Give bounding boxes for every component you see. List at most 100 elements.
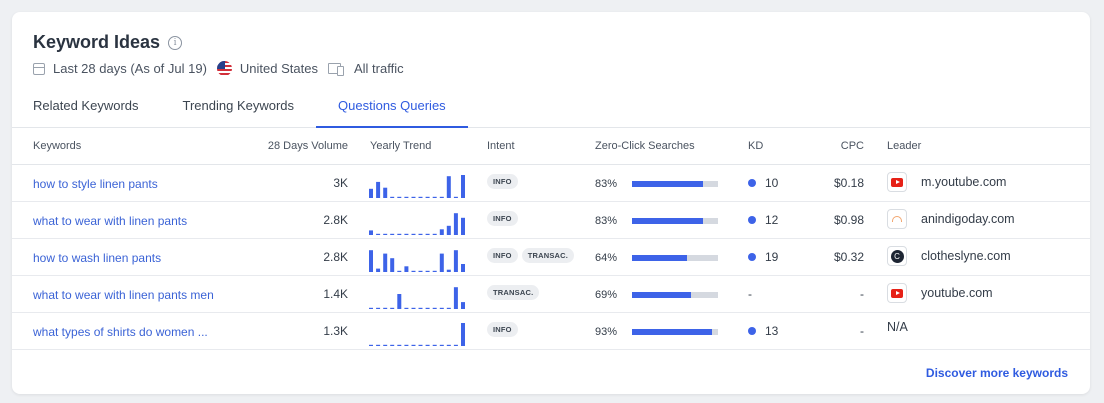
tab-questions-queries[interactable]: Questions Queries <box>316 98 468 128</box>
tab-bar: Related Keywords Trending Keywords Quest… <box>12 98 1090 128</box>
leader-cell[interactable]: anindigoday.com <box>887 209 1015 229</box>
trend-bar <box>439 253 444 272</box>
keyword-ideas-card: Keyword Ideas i Last 28 days (As of Jul … <box>12 12 1090 394</box>
trend-bar <box>418 270 423 272</box>
trend-bar <box>411 270 416 272</box>
trend-bar <box>453 250 458 272</box>
trend-bar <box>461 264 465 272</box>
yearly-trend-chart <box>369 213 465 235</box>
zero-click-fill <box>632 181 704 187</box>
tab-trending-keywords[interactable]: Trending Keywords <box>182 98 295 113</box>
zero-click-fill <box>632 329 712 335</box>
trend-bar <box>411 344 416 346</box>
intent-badge: INFO <box>487 248 518 263</box>
volume-value: 2.8K <box>323 213 348 227</box>
leader-cell[interactable]: youtube.com <box>887 283 993 303</box>
yearly-trend-chart <box>369 175 465 198</box>
trend-bar <box>439 229 444 235</box>
kd-cell: - <box>748 287 752 301</box>
col-cpc[interactable]: CPC <box>840 140 864 152</box>
traffic-filter[interactable]: All traffic <box>327 61 404 76</box>
anindigoday-icon <box>892 216 902 222</box>
youtube-icon <box>891 177 903 187</box>
trend-bar <box>376 233 381 235</box>
trend-bar <box>418 233 423 235</box>
zero-click-bar <box>632 218 718 224</box>
kd-cell: 13 <box>748 324 778 338</box>
col-kd[interactable]: KD <box>748 140 764 152</box>
trend-bar <box>404 344 409 346</box>
table-row: how to wash linen pants 2.8K INFO TRANSAC. 6… <box>12 239 1090 276</box>
trend-bar <box>383 187 388 198</box>
zero-click-fill <box>632 255 688 261</box>
leader-cell[interactable]: m.youtube.com <box>887 172 1006 192</box>
kd-value: 19 <box>765 250 779 264</box>
youtube-icon <box>891 288 903 298</box>
tab-related-keywords[interactable]: Related Keywords <box>33 98 139 113</box>
kd-dot <box>748 327 756 335</box>
trend-bar <box>453 196 458 198</box>
date-range-filter[interactable]: Last 28 days (As of Jul 19) <box>33 61 207 76</box>
col-keywords[interactable]: Keywords <box>33 140 82 152</box>
trend-bar <box>461 302 465 309</box>
kd-cell: 12 <box>748 213 778 227</box>
country-filter[interactable]: United States <box>216 61 318 76</box>
trend-bar <box>446 225 451 235</box>
card-header: Keyword Ideas i <box>33 32 183 53</box>
traffic-label: All traffic <box>353 61 404 76</box>
intent-cell: TRANSAC. <box>487 285 543 300</box>
intent-badge: INFO <box>487 174 518 189</box>
card-title: Keyword Ideas <box>33 32 161 52</box>
keyword-link[interactable]: what types of shirts do women ... <box>33 325 208 339</box>
kd-dot <box>748 253 756 261</box>
date-range-label: Last 28 days (As of Jul 19) <box>53 61 207 76</box>
trend-bar <box>453 344 458 346</box>
trend-bar <box>397 233 402 235</box>
col-zero-click[interactable]: Zero-Click Searches <box>595 140 695 152</box>
trend-bar <box>397 270 402 272</box>
trend-bar <box>397 196 402 198</box>
kd-value: - <box>748 287 752 301</box>
trend-bar <box>411 233 416 235</box>
intent-cell: INFO <box>487 322 522 337</box>
trend-bar <box>369 188 373 198</box>
cpc-value: - <box>860 287 864 301</box>
trend-bar <box>432 344 437 346</box>
col-volume[interactable]: 28 Days Volume <box>267 140 348 152</box>
trend-bar <box>439 307 444 309</box>
devices-icon <box>327 63 344 76</box>
discover-more-link[interactable]: Discover more keywords <box>925 366 1068 380</box>
yearly-trend-chart <box>369 287 465 309</box>
trend-bar <box>418 344 423 346</box>
yearly-trend-chart <box>369 250 465 272</box>
trend-bar <box>383 253 388 272</box>
keyword-link[interactable]: how to wash linen pants <box>33 251 162 265</box>
leader-domain: N/A <box>887 320 908 334</box>
zero-click-value: 83% <box>595 178 618 190</box>
keyword-link[interactable]: how to style linen pants <box>33 177 158 191</box>
keyword-link[interactable]: what to wear with linen pants men <box>33 288 214 302</box>
leader-favicon <box>887 172 907 192</box>
volume-value: 1.3K <box>323 324 348 338</box>
trend-bar <box>425 307 430 309</box>
trend-bar <box>390 307 395 309</box>
info-icon[interactable]: i <box>168 35 183 50</box>
cpc-value: $0.32 <box>833 250 864 264</box>
trend-bar <box>404 307 409 309</box>
trend-bar <box>461 323 465 346</box>
trend-bar <box>390 258 395 272</box>
leader-domain: youtube.com <box>921 286 993 300</box>
trend-bar <box>397 294 402 309</box>
keyword-link[interactable]: what to wear with linen pants <box>33 214 188 228</box>
trend-bar <box>376 344 381 346</box>
cpc-value: $0.98 <box>833 213 864 227</box>
intent-cell: INFO TRANSAC. <box>487 248 578 263</box>
trend-bar <box>439 196 444 198</box>
intent-badge: INFO <box>487 322 518 337</box>
leader-cell[interactable]: N/A <box>887 320 908 334</box>
trend-bar <box>404 233 409 235</box>
table-row: what to wear with linen pants men 1.4K TRA… <box>12 276 1090 313</box>
trend-bar <box>404 196 409 198</box>
leader-favicon <box>887 209 907 229</box>
